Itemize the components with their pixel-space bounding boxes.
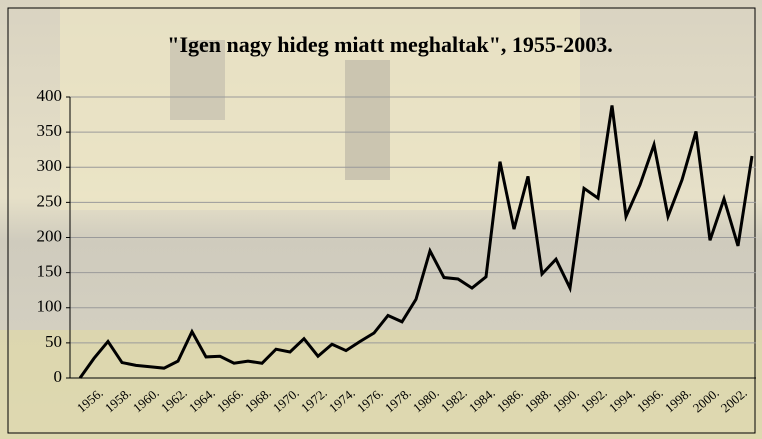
- y-tick-label: 0: [54, 367, 63, 386]
- door: [345, 60, 390, 180]
- chart-title: "Igen nagy hideg miatt meghaltak", 1955-…: [167, 32, 613, 57]
- frame: [7, 7, 756, 434]
- window: [170, 40, 225, 120]
- data-line: [78, 105, 754, 379]
- y-tick-label: 100: [37, 297, 63, 316]
- y-tick-label: 300: [37, 156, 63, 175]
- wall: [60, 0, 580, 210]
- tape: [0, 330, 762, 439]
- y-tick-label: 50: [45, 332, 62, 351]
- y-tick-label: 200: [37, 226, 63, 245]
- y-tick-label: 150: [37, 262, 63, 281]
- y-tick-label: 400: [37, 86, 63, 105]
- y-tick-label: 250: [37, 191, 63, 210]
- y-tick-label: 350: [37, 121, 63, 140]
